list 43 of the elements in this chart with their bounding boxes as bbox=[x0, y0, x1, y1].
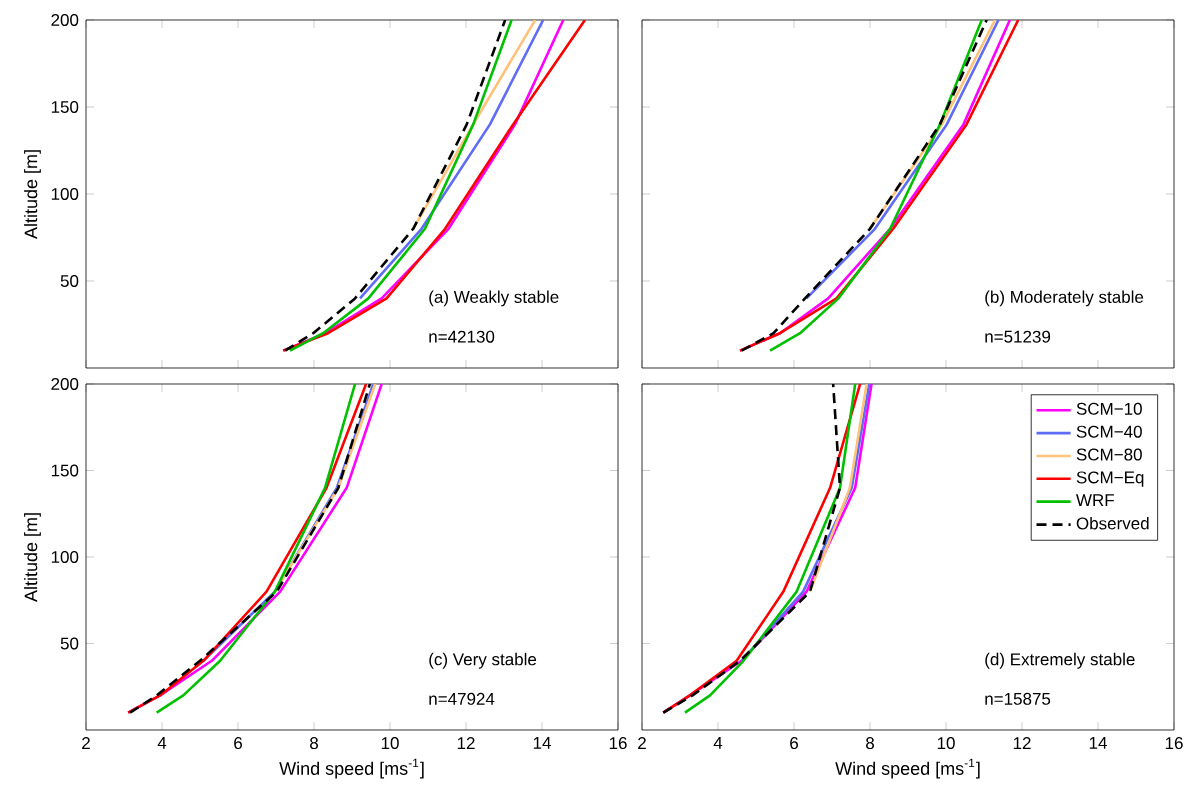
legend-label: Observed bbox=[1076, 516, 1149, 530]
x-tick-label: 14 bbox=[533, 737, 551, 749]
annotation: n=15875 bbox=[985, 692, 1051, 705]
annotation: (c) Very stable bbox=[429, 652, 537, 669]
y-tick-label: 100 bbox=[51, 187, 79, 200]
annotation: n=51239 bbox=[985, 330, 1051, 343]
x-tick-label: 8 bbox=[866, 737, 874, 750]
x-tick-label: 4 bbox=[157, 737, 167, 749]
x-tick-label: 14 bbox=[1089, 737, 1107, 749]
x-tick-label: 16 bbox=[1165, 737, 1183, 750]
x-tick-label: 4 bbox=[713, 737, 723, 749]
y-axis-title: Altitude [m] bbox=[24, 150, 41, 239]
x-tick-label: 10 bbox=[381, 737, 399, 750]
y-tick-label: 200 bbox=[51, 377, 79, 390]
y-tick-label: 150 bbox=[51, 464, 79, 477]
annotation: (d) Extremely stable bbox=[985, 652, 1135, 669]
annotation: (b) Moderately stable bbox=[985, 290, 1144, 307]
x-tick-label: 10 bbox=[937, 737, 955, 750]
x-tick-label: 12 bbox=[1013, 737, 1031, 749]
legend-label: WRF bbox=[1076, 494, 1114, 506]
x-tick-label: 6 bbox=[234, 737, 242, 750]
x-tick-label: 6 bbox=[790, 737, 798, 750]
annotation: (a) Weakly stable bbox=[429, 290, 559, 307]
y-tick-label: 200 bbox=[51, 13, 79, 26]
legend-label: SCM−80 bbox=[1076, 448, 1142, 461]
x-tick-label: 12 bbox=[457, 737, 475, 749]
y-tick-label: 50 bbox=[60, 274, 79, 287]
annotation: n=47924 bbox=[429, 692, 495, 705]
y-tick-label: 100 bbox=[51, 550, 79, 563]
x-tick-label: 8 bbox=[310, 737, 318, 750]
annotation: n=42130 bbox=[429, 330, 495, 343]
x-axis-title: Wind speed [ms$^{-1}$] bbox=[279, 758, 424, 779]
x-tick-label: 16 bbox=[609, 737, 627, 750]
legend-label: SCM−Eq bbox=[1076, 471, 1144, 487]
y-axis-title: Altitude [m] bbox=[24, 513, 41, 602]
legend-label: SCM−10 bbox=[1076, 402, 1142, 415]
x-tick-label: 2 bbox=[638, 737, 646, 749]
x-tick-label: 2 bbox=[82, 737, 90, 749]
legend-label: SCM−40 bbox=[1076, 425, 1142, 438]
line-series bbox=[155, 383, 357, 714]
y-tick-label: 50 bbox=[60, 637, 79, 650]
y-tick-label: 150 bbox=[51, 100, 79, 113]
x-axis-title: Wind speed [ms$^{-1}$] bbox=[835, 758, 980, 779]
